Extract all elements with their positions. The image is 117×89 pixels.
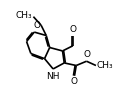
Text: O: O [33,21,40,30]
Text: O: O [83,50,90,59]
Text: NH: NH [46,72,59,81]
Text: O: O [70,25,77,34]
Text: CH₃: CH₃ [97,61,113,70]
Text: CH₃: CH₃ [16,11,33,20]
Text: O: O [71,77,78,86]
